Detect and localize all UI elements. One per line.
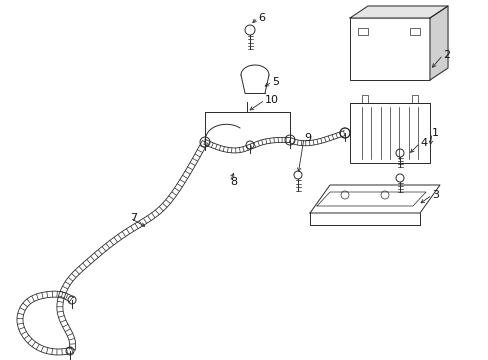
Text: 5: 5 — [271, 77, 279, 87]
Text: 10: 10 — [264, 95, 279, 105]
Bar — [409, 28, 419, 35]
Text: 4: 4 — [419, 138, 426, 148]
Polygon shape — [309, 185, 439, 213]
Bar — [349, 103, 429, 163]
Bar — [357, 28, 367, 35]
Bar — [349, 18, 429, 80]
Text: 8: 8 — [229, 177, 237, 187]
Polygon shape — [429, 6, 447, 80]
Text: 3: 3 — [431, 190, 438, 200]
Bar — [411, 95, 417, 103]
Text: 6: 6 — [258, 13, 264, 23]
Polygon shape — [349, 6, 447, 18]
Text: 9: 9 — [304, 133, 310, 143]
Text: 7: 7 — [130, 213, 137, 223]
Text: 2: 2 — [442, 50, 449, 60]
Bar — [361, 95, 367, 103]
Text: 1: 1 — [431, 128, 438, 138]
